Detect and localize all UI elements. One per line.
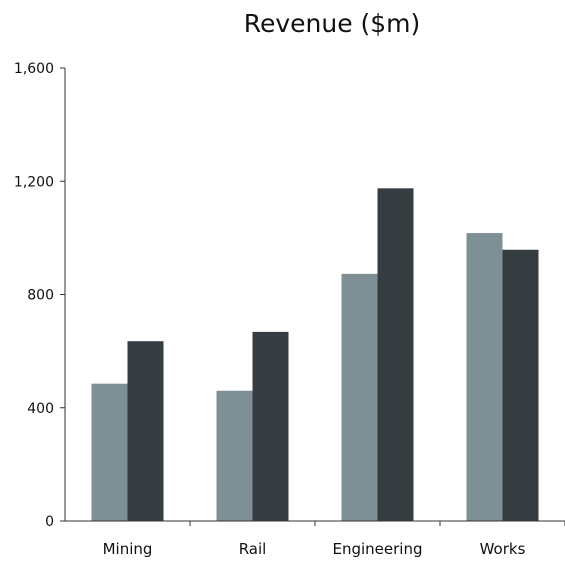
bar-engineering-series-1 bbox=[341, 273, 378, 521]
y-tick-label: 1,600 bbox=[14, 61, 54, 77]
x-category-label: Rail bbox=[239, 540, 267, 558]
chart-title: Revenue ($m) bbox=[244, 9, 421, 38]
x-category-label: Engineering bbox=[333, 540, 423, 558]
y-tick-label: 0 bbox=[45, 514, 54, 530]
bar-works-series-2 bbox=[502, 249, 539, 522]
plot-area: 0 400 800 1,200 1,600 Mining Rail Engineering Wo… bbox=[14, 61, 565, 558]
y-tick-label: 800 bbox=[27, 288, 54, 304]
y-tick-label: 1,200 bbox=[14, 174, 54, 190]
bar-mining-series-2 bbox=[127, 341, 164, 521]
bar-works-series-1 bbox=[466, 233, 503, 521]
x-category-label: Works bbox=[480, 540, 526, 558]
bar-rail-series-2 bbox=[252, 331, 289, 521]
bar-engineering-series-2 bbox=[377, 188, 414, 521]
bar-mining-series-1 bbox=[91, 383, 128, 521]
x-category-label: Mining bbox=[103, 540, 153, 558]
bar-rail-series-1 bbox=[216, 390, 253, 521]
y-tick-label: 400 bbox=[27, 401, 54, 417]
